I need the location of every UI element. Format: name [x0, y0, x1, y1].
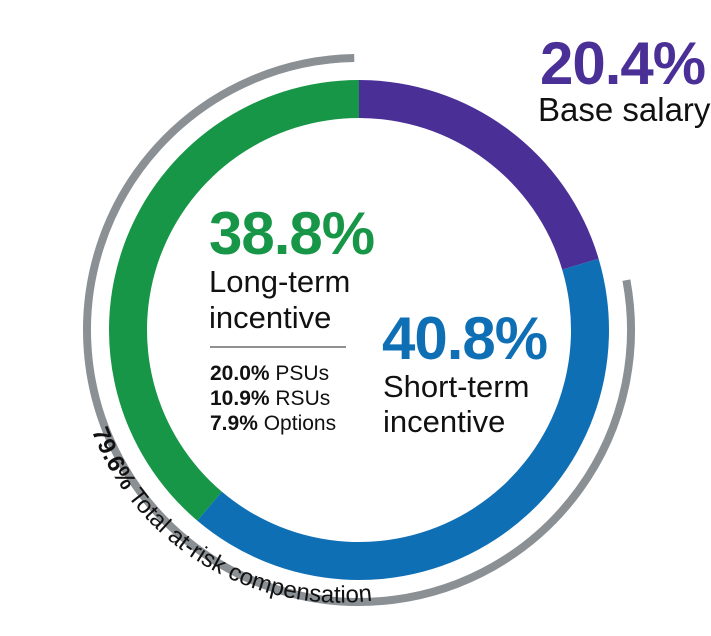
long-term-value: 38.8%: [209, 200, 374, 267]
base-salary-value: 20.4%: [540, 30, 705, 97]
breakdown-psus: 20.0% PSUs: [210, 362, 329, 385]
slice-base-salary: [359, 80, 599, 270]
long-term-label-line2: incentive: [209, 300, 331, 335]
short-term-label-line2: incentive: [383, 404, 505, 439]
breakdown-options: 7.9% Options: [210, 412, 336, 435]
breakdown-rsus: 10.9% RSUs: [210, 387, 330, 410]
long-term-label-line1: Long-term: [209, 264, 350, 299]
slice-long-term-incentive: [108, 79, 359, 521]
slice-short-term-incentive: [197, 258, 610, 581]
short-term-value: 40.8%: [382, 305, 547, 372]
at-risk-arc: [83, 54, 635, 606]
short-term-label-line1: Short-term: [383, 369, 529, 404]
base-salary-label: Base salary: [538, 91, 711, 128]
